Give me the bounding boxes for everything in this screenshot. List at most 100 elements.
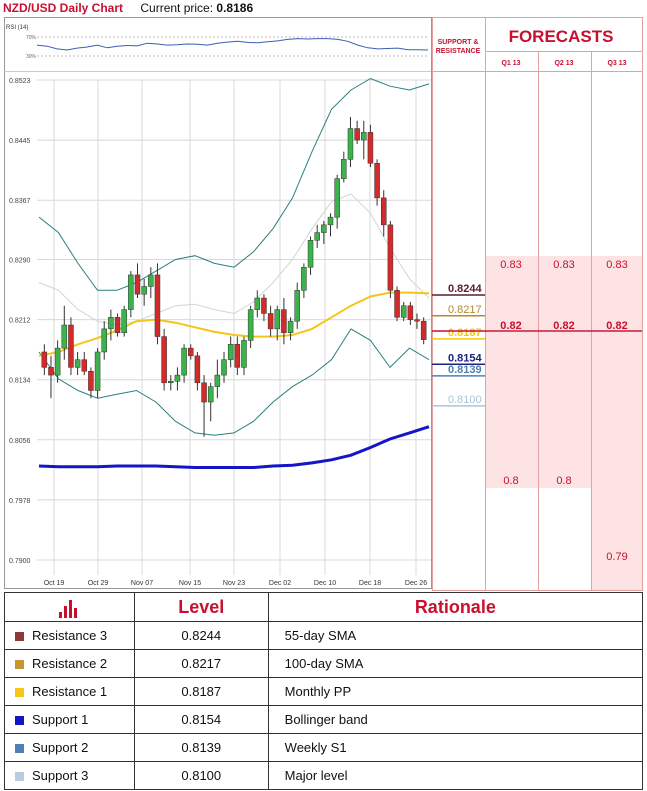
candle-body bbox=[361, 132, 367, 141]
y-tick-label: 0.8367 bbox=[9, 198, 31, 205]
candle-body bbox=[201, 382, 207, 403]
x-tick-label: Nov 23 bbox=[223, 580, 245, 587]
candle-body bbox=[267, 313, 274, 330]
candle-body bbox=[334, 178, 340, 218]
forecast-high-q3: 0.83 bbox=[606, 259, 627, 271]
row-name: Resistance 3 bbox=[4, 621, 135, 650]
candle-body bbox=[214, 374, 221, 387]
row-level: 0.8154 bbox=[133, 705, 269, 734]
color-swatch bbox=[15, 688, 24, 697]
table-row: Resistance 3 0.8244 55-day SMA bbox=[4, 621, 644, 650]
candle-body bbox=[314, 232, 320, 241]
candle-body bbox=[420, 320, 427, 340]
candle-body bbox=[187, 347, 194, 357]
rsi-tick-30: 30% bbox=[26, 54, 37, 60]
candle-body bbox=[101, 328, 107, 353]
chart-canvas: RSI (14) 70% 30% 0.8523 0.8445 0.8367 0.829… bbox=[4, 17, 643, 591]
table-row: Support 1 0.8154 Bollinger band bbox=[4, 705, 644, 734]
color-swatch bbox=[15, 744, 24, 753]
candle-body bbox=[380, 197, 387, 226]
date-axis: Oct 19 Oct 29 Nov 07 Nov 15 Nov 23 Dec 02 Dec … bbox=[44, 580, 428, 587]
price-axis: 0.8523 0.8445 0.8367 0.8290 0.8212 0.8134 0.80… bbox=[9, 78, 31, 565]
levels-table: Level Rationale Resistance 3 0.8244 55-d… bbox=[4, 592, 644, 790]
candle-body bbox=[274, 309, 281, 330]
color-swatch bbox=[15, 660, 24, 669]
color-swatch bbox=[15, 632, 24, 641]
candle-body bbox=[168, 381, 174, 384]
x-tick-label: Dec 18 bbox=[359, 580, 381, 587]
candle-body bbox=[321, 224, 327, 233]
candle-body bbox=[94, 351, 101, 391]
candle-body bbox=[341, 159, 347, 179]
bollinger-lower-line bbox=[38, 328, 430, 436]
forecast-frame bbox=[432, 17, 643, 591]
row-name-label: Support 2 bbox=[32, 740, 89, 755]
y-tick-label: 0.8212 bbox=[9, 318, 31, 325]
forecast-mid-q1: 0.82 bbox=[500, 320, 521, 332]
candle-body bbox=[400, 305, 407, 318]
candle-body bbox=[88, 370, 94, 391]
candle-body bbox=[254, 297, 261, 310]
candle-body bbox=[221, 359, 227, 376]
rationale-header: Rationale bbox=[267, 592, 644, 622]
candle-body bbox=[141, 286, 147, 295]
candle-body bbox=[407, 305, 414, 320]
candle-body bbox=[154, 274, 161, 337]
candle-body bbox=[108, 317, 114, 330]
forecast-zone-lower-q3 bbox=[591, 332, 642, 590]
candle-body bbox=[247, 309, 254, 341]
candle-body bbox=[207, 386, 214, 403]
candle-body bbox=[74, 359, 81, 368]
sr-level-label: 0.8154 bbox=[448, 352, 483, 364]
row-level: 0.8139 bbox=[133, 733, 269, 762]
indicators bbox=[38, 77, 430, 469]
x-tick-label: Dec 02 bbox=[269, 580, 291, 587]
candle-body bbox=[128, 274, 134, 310]
bar-chart-icon bbox=[4, 592, 135, 622]
row-rationale: Major level bbox=[267, 761, 644, 790]
color-swatch bbox=[15, 716, 24, 725]
forecasts-title: FORECASTS bbox=[509, 27, 614, 46]
y-tick-label: 0.8290 bbox=[9, 258, 31, 265]
x-tick-label: Nov 15 bbox=[179, 580, 201, 587]
candle-body bbox=[114, 317, 121, 333]
candle-body bbox=[354, 128, 360, 141]
rsi-tick-70: 70% bbox=[26, 35, 37, 41]
candle-body bbox=[387, 224, 394, 291]
x-tick-label: Nov 07 bbox=[131, 580, 153, 587]
color-swatch bbox=[15, 772, 24, 781]
row-rationale: Bollinger band bbox=[267, 705, 644, 734]
row-level: 0.8187 bbox=[133, 677, 269, 706]
candle-body bbox=[174, 374, 181, 382]
candle-body bbox=[227, 344, 234, 360]
table-row: Resistance 1 0.8187 Monthly PP bbox=[4, 677, 644, 706]
candle-body bbox=[134, 274, 141, 295]
candle-body bbox=[281, 309, 287, 333]
candle-body bbox=[121, 309, 127, 333]
sr-title-line1: SUPPORT & bbox=[438, 39, 479, 46]
x-tick-label: Dec 26 bbox=[405, 580, 427, 587]
sr-level-label: 0.8139 bbox=[448, 364, 482, 376]
candle-body bbox=[194, 355, 201, 384]
candle-body bbox=[327, 216, 334, 226]
y-tick-label: 0.8523 bbox=[9, 78, 31, 85]
row-level: 0.8217 bbox=[133, 649, 269, 678]
sr-level-label: 0.8100 bbox=[448, 394, 482, 406]
table-row: Support 3 0.8100 Major level bbox=[4, 761, 644, 790]
row-name-label: Support 1 bbox=[32, 712, 89, 727]
forecast-col-q2: Q2 13 bbox=[554, 60, 573, 67]
sr-level-label: 0.8187 bbox=[448, 327, 482, 339]
row-level: 0.8244 bbox=[133, 621, 269, 650]
table-row: Support 2 0.8139 Weekly S1 bbox=[4, 733, 644, 762]
row-rationale: 100-day SMA bbox=[267, 649, 644, 678]
levels-table-header: Level Rationale bbox=[4, 592, 644, 622]
current-price-value: 0.8186 bbox=[216, 1, 254, 15]
rsi-title: RSI (14) bbox=[6, 25, 28, 31]
candle-body bbox=[367, 132, 374, 164]
row-level: 0.8100 bbox=[133, 761, 269, 790]
candle-body bbox=[347, 128, 354, 160]
x-tick-label: Oct 29 bbox=[88, 580, 109, 587]
sr-title-line2: RESISTANCE bbox=[436, 48, 481, 55]
forecast-high-q2: 0.83 bbox=[553, 259, 574, 271]
